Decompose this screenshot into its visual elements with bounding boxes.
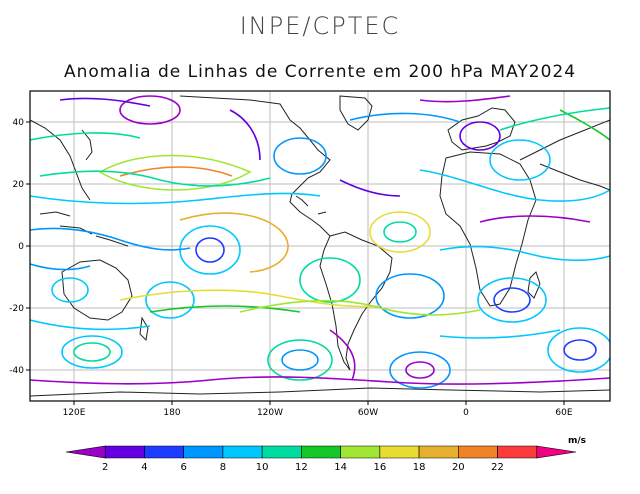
colorbar-unit: m/s bbox=[568, 436, 586, 446]
colorbar-segment bbox=[261, 445, 302, 459]
colorbar-segment bbox=[65, 445, 106, 459]
colorbar-segment bbox=[458, 445, 498, 459]
lon-label: 120W bbox=[257, 408, 283, 418]
colorbar-segment bbox=[418, 445, 459, 459]
colorbar bbox=[65, 445, 577, 459]
colorbar-label: 10 bbox=[256, 462, 269, 473]
colorbar-segment bbox=[183, 445, 224, 459]
streamlines bbox=[30, 95, 610, 389]
colorbar-label: 12 bbox=[295, 462, 308, 473]
colorbar-segment bbox=[340, 445, 381, 459]
coastlines bbox=[30, 95, 610, 397]
lon-label: 120E bbox=[63, 408, 86, 418]
lat-label: 0 bbox=[18, 242, 24, 252]
colorbar-labels: 2 4 6 8 10 12 14 16 18 20 22 bbox=[102, 462, 504, 473]
grid-lines bbox=[30, 91, 610, 401]
lat-label: 40 bbox=[13, 118, 25, 128]
colorbar-segment bbox=[222, 445, 263, 459]
colorbar-label: 22 bbox=[491, 462, 504, 473]
chart-title: Anomalia de Linhas de Corrente em 200 hP… bbox=[63, 62, 577, 82]
colorbar-segment bbox=[379, 445, 420, 459]
colorbar-segment bbox=[301, 445, 341, 459]
colorbar-label: 2 bbox=[102, 462, 108, 473]
lat-label: 20 bbox=[13, 180, 25, 190]
lat-label: -20 bbox=[9, 304, 24, 314]
colorbar-label: 18 bbox=[413, 462, 426, 473]
lon-label: 180 bbox=[163, 408, 180, 418]
lat-label: -40 bbox=[9, 366, 24, 376]
colorbar-label: 16 bbox=[373, 462, 386, 473]
colorbar-segment bbox=[104, 445, 145, 459]
colorbar-label: 6 bbox=[181, 462, 187, 473]
colorbar-label: 8 bbox=[220, 462, 226, 473]
colorbar-segment bbox=[497, 445, 538, 459]
colorbar-segment bbox=[144, 445, 184, 459]
colorbar-label: 14 bbox=[334, 462, 347, 473]
colorbar-label: 4 bbox=[141, 462, 147, 473]
organization-title: INPE/CPTEC bbox=[239, 12, 401, 40]
colorbar-segment bbox=[536, 445, 577, 459]
lon-label: 0 bbox=[463, 408, 469, 418]
lon-label: 60W bbox=[358, 408, 378, 418]
lon-label: 60E bbox=[555, 408, 572, 418]
colorbar-label: 20 bbox=[452, 462, 465, 473]
